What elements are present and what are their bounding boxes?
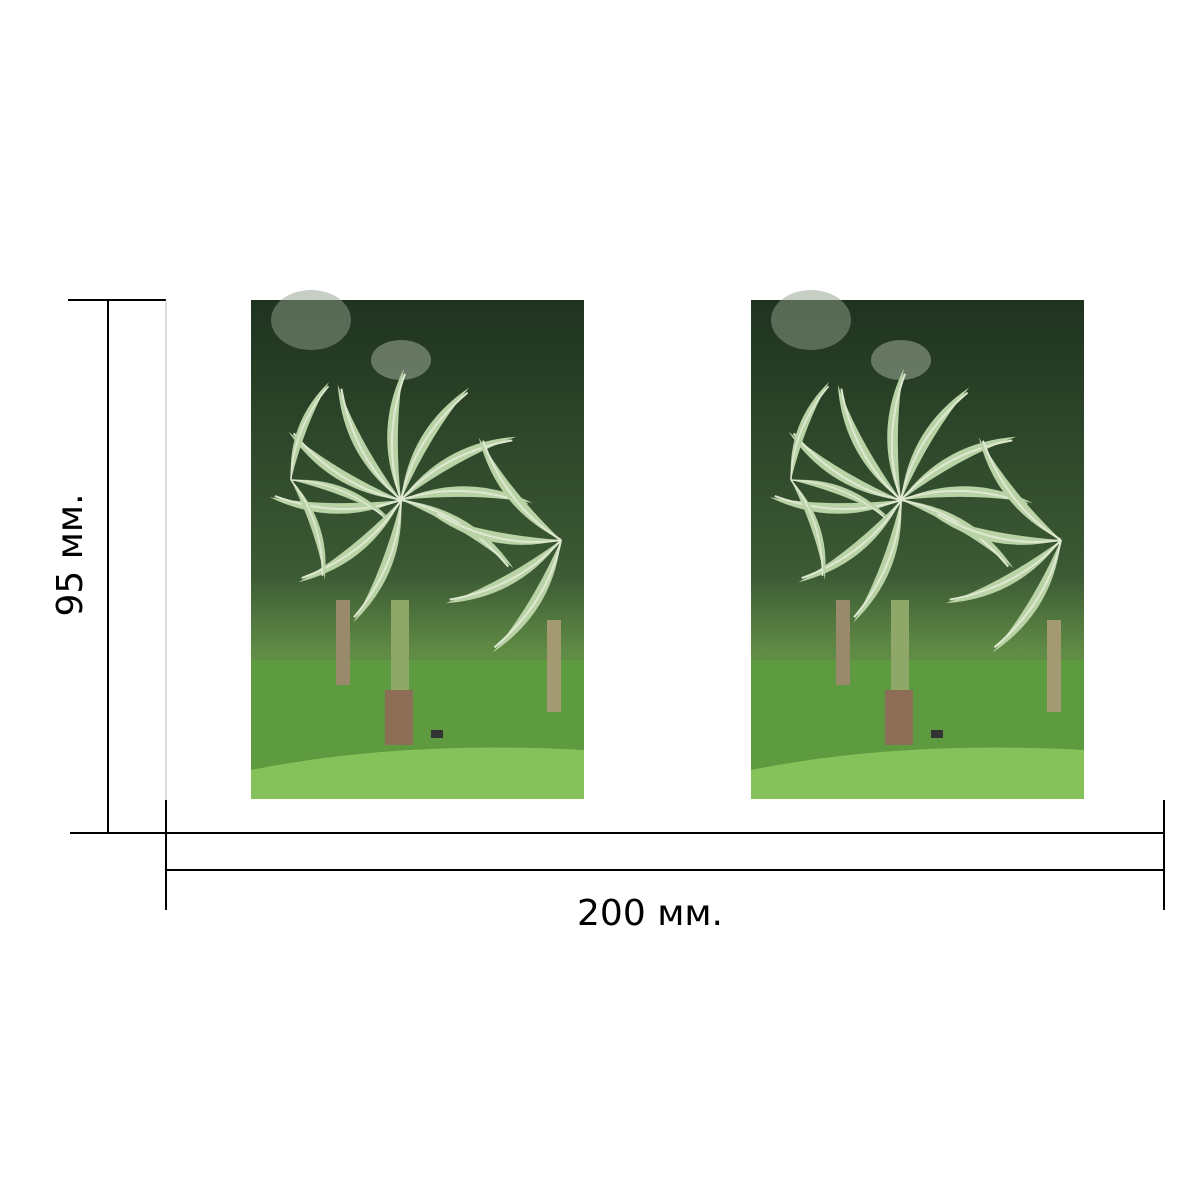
- photo-right: [751, 290, 1084, 799]
- width-dimension: [165, 800, 1165, 910]
- photo-left: [251, 290, 584, 799]
- height-dimension: [68, 299, 167, 834]
- height-label: 95 мм.: [50, 493, 91, 616]
- width-label: 200 мм.: [577, 893, 723, 934]
